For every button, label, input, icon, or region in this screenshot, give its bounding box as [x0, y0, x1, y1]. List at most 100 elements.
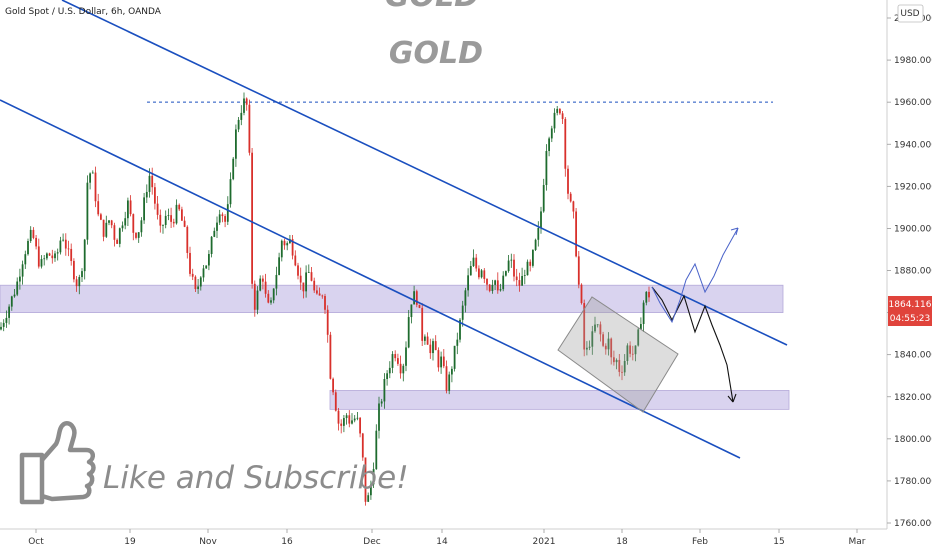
- candle-body: [167, 215, 170, 216]
- candle-body: [305, 272, 307, 292]
- candle-body: [464, 290, 467, 306]
- bull-flag-box[interactable]: [557, 296, 679, 413]
- candle-body: [13, 294, 16, 297]
- upper-trendline[interactable]: [61, 0, 788, 346]
- candle-body: [594, 324, 596, 332]
- candle-body: [172, 221, 175, 224]
- candle-body: [602, 334, 604, 346]
- support-zone[interactable]: [329, 390, 790, 410]
- candle-body: [121, 225, 124, 229]
- candle-body: [216, 222, 218, 231]
- candle-body: [353, 418, 356, 421]
- candle-body: [397, 358, 399, 364]
- candle-body: [19, 276, 21, 282]
- bullish-arrow-right: [735, 227, 739, 236]
- candle-body: [391, 354, 394, 368]
- candle-body: [129, 200, 132, 215]
- candle-body: [307, 272, 310, 273]
- candle-body: [415, 291, 418, 305]
- candle-body: [81, 271, 83, 278]
- candle-body: [637, 329, 640, 346]
- candle-body: [618, 359, 621, 372]
- candle-body: [518, 280, 521, 286]
- candle-body: [48, 253, 51, 256]
- candle-body: [245, 98, 248, 105]
- bearish-projection-path[interactable]: [651, 286, 734, 403]
- candle-body: [359, 417, 361, 434]
- candle-body: [310, 272, 313, 281]
- last-price-value: 1864.116: [889, 300, 932, 310]
- candle-body: [340, 423, 343, 426]
- candle-body: [35, 237, 37, 247]
- candle-body: [542, 185, 545, 212]
- candle-body: [550, 128, 553, 139]
- candle-body: [302, 282, 305, 292]
- price-tick-label: 1980.000: [894, 56, 932, 66]
- time-tick-label: 2021: [533, 537, 556, 547]
- candle-body: [432, 341, 434, 354]
- candle-body: [32, 229, 35, 238]
- currency-box[interactable]: [897, 4, 924, 23]
- candle-body: [556, 108, 559, 113]
- candle-body: [178, 204, 181, 210]
- candle-body: [318, 293, 321, 296]
- time-tick-label: Feb: [692, 537, 708, 547]
- candle-body: [361, 433, 364, 458]
- time-tick-label: 16: [281, 537, 293, 547]
- candle-body: [545, 150, 548, 186]
- currency-label: USD: [900, 9, 919, 19]
- candle-body: [337, 410, 340, 424]
- candle-body: [540, 211, 542, 229]
- candle-body: [102, 219, 105, 237]
- candle-body: [345, 415, 348, 419]
- candle-body: [513, 259, 515, 277]
- candle-body: [478, 268, 480, 278]
- price-tick-label: 1960.000: [894, 98, 932, 108]
- candle-body: [388, 367, 391, 374]
- bullish-projection-path[interactable]: [651, 227, 739, 324]
- candle-body: [421, 307, 424, 341]
- candle-body: [640, 324, 642, 330]
- candle-body: [386, 373, 388, 379]
- candle-body: [116, 239, 118, 244]
- time-tick-label: Dec: [363, 537, 380, 547]
- candle-body: [424, 336, 426, 341]
- candle-body: [97, 201, 100, 215]
- candle-body: [100, 214, 102, 220]
- candle-body: [145, 191, 148, 198]
- candle-body: [321, 295, 324, 297]
- candle-body: [375, 430, 378, 470]
- watermark-title: GOLD: [389, 36, 483, 71]
- candle-body: [78, 277, 81, 287]
- candle-body: [442, 356, 445, 367]
- last-price-tag: 1864.116 04:55:23: [888, 296, 932, 326]
- candle-body: [156, 203, 159, 215]
- candle-body: [237, 119, 240, 130]
- candle-body: [16, 281, 19, 295]
- candle-body: [588, 346, 591, 348]
- candle-body: [567, 168, 569, 194]
- candle-body: [226, 204, 229, 222]
- candle-body: [564, 119, 567, 169]
- candle-body: [469, 266, 472, 276]
- candle-body: [2, 322, 5, 327]
- candle-body: [451, 368, 453, 375]
- bearish-arrow-right: [732, 393, 737, 403]
- candle-body: [448, 374, 451, 391]
- candle-body: [94, 172, 97, 202]
- candle-body: [459, 319, 461, 340]
- candle-body: [599, 324, 602, 335]
- price-tick-label: 1840.000: [894, 351, 932, 361]
- candle-body: [631, 353, 634, 355]
- candle-body: [580, 284, 583, 304]
- candle-body: [73, 260, 75, 280]
- candle-body: [275, 274, 278, 289]
- time-axis[interactable]: Oct 19 Nov 16 Dec 14 2021 18 Feb 15 Mar: [28, 529, 866, 547]
- candle-body: [437, 350, 440, 368]
- lower-trendline[interactable]: [0, 99, 741, 459]
- candle-body: [29, 229, 32, 241]
- candle-body: [496, 280, 499, 291]
- candle-body: [615, 359, 618, 363]
